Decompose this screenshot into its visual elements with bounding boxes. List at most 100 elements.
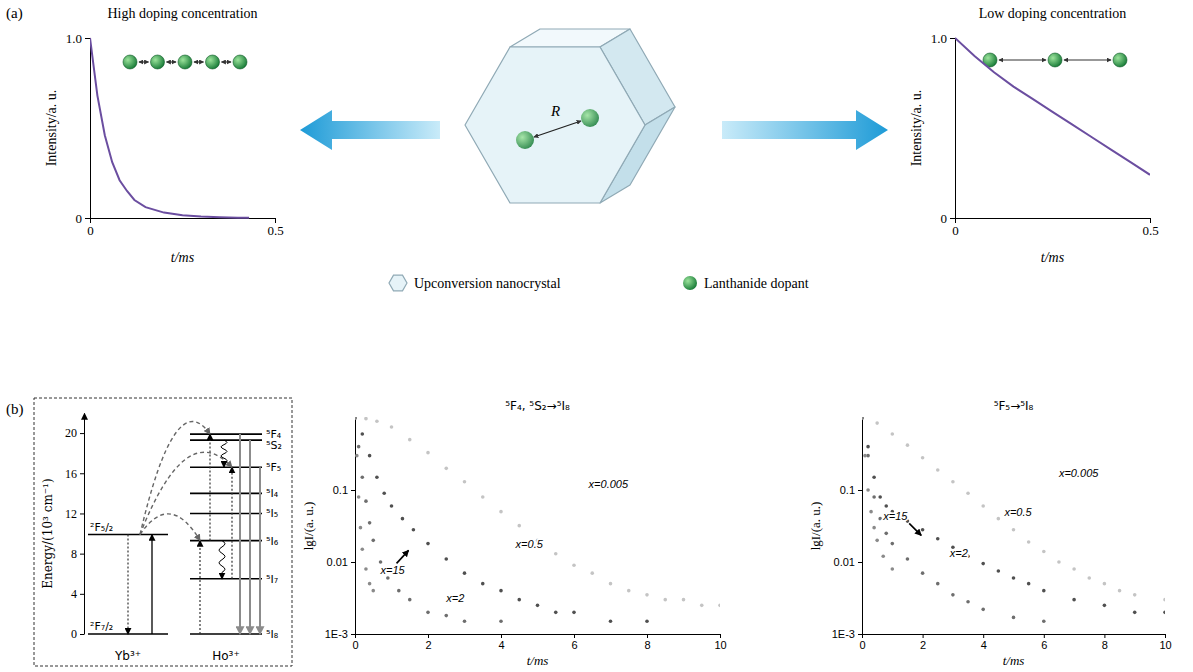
data-point xyxy=(463,620,467,624)
data-point xyxy=(386,576,390,580)
energy-level xyxy=(190,578,262,580)
level-label: ⁵I₇ xyxy=(266,573,278,586)
data-point xyxy=(361,476,365,480)
tick-label: 4 xyxy=(71,587,77,601)
tick-label: 0.1 xyxy=(333,484,348,496)
x-axis: 00.5 xyxy=(952,218,1158,238)
tick: 2 xyxy=(920,634,926,651)
data-point xyxy=(936,468,940,472)
data-point xyxy=(862,417,864,420)
data-point xyxy=(364,567,368,571)
series-label: x=2 xyxy=(445,592,464,604)
tick-label: 0 xyxy=(859,639,865,651)
y-axis-line xyxy=(862,419,863,635)
x-axis-line xyxy=(956,218,1151,219)
x-axis-line xyxy=(863,634,1166,635)
data-point xyxy=(1163,598,1165,602)
level-label: ⁵I₄ xyxy=(266,487,279,500)
tick-label: 0.01 xyxy=(834,556,855,568)
absorption-arrow xyxy=(151,535,152,634)
y-axis-title: Intensity/a. u. xyxy=(909,90,924,167)
data-point xyxy=(499,589,503,593)
tick-mark xyxy=(80,433,84,434)
data-point xyxy=(700,604,704,608)
series-points xyxy=(862,417,1165,601)
tick: 4 xyxy=(981,634,987,651)
tick-label: 0.5 xyxy=(1142,223,1158,238)
emission-arrow xyxy=(239,434,241,634)
data-point xyxy=(426,451,430,455)
data-point xyxy=(891,567,895,571)
data-point xyxy=(554,552,558,556)
series-points xyxy=(355,417,503,623)
y-axis-line xyxy=(355,419,356,635)
tick-label: 4 xyxy=(981,639,987,651)
data-point xyxy=(891,432,895,436)
tick: 0.5 xyxy=(1142,218,1158,238)
y-axis: 1E-30.010.1 xyxy=(832,419,863,641)
data-point xyxy=(872,495,876,499)
data-point xyxy=(1087,576,1091,580)
tick-mark xyxy=(862,634,863,638)
data-point xyxy=(906,443,910,447)
nonradiative-arrow xyxy=(219,541,225,579)
legend-symbol xyxy=(683,276,697,290)
tick-mark xyxy=(428,634,429,638)
series-points xyxy=(862,417,1165,614)
tick: 10 xyxy=(714,634,726,651)
tick-label: 1E-3 xyxy=(325,628,348,640)
label-arrow xyxy=(909,523,921,535)
energy-level xyxy=(190,513,262,515)
tick: 1E-3 xyxy=(832,628,862,640)
data-point xyxy=(355,417,357,420)
data-point xyxy=(878,495,882,499)
tick-mark xyxy=(1104,634,1105,638)
plot-marks xyxy=(955,38,1150,175)
tick: 16 xyxy=(65,467,84,481)
data-point xyxy=(863,454,867,458)
nanocrystal-illustration xyxy=(300,29,888,203)
energy-transfer-arc xyxy=(140,422,210,535)
energy-level xyxy=(190,466,262,468)
data-point xyxy=(1012,576,1016,580)
tick-label: 1.0 xyxy=(931,31,947,46)
data-point xyxy=(355,417,357,420)
label-arrow xyxy=(397,550,409,563)
x-axis-title: t/ms xyxy=(527,653,549,668)
chain-arrow xyxy=(139,61,149,62)
legend-symbol xyxy=(389,275,407,291)
tick: 0 xyxy=(952,218,959,238)
tick: 12 xyxy=(65,507,84,521)
emission-arrow xyxy=(249,440,251,634)
tick-mark xyxy=(923,634,924,638)
data-point xyxy=(355,454,359,458)
chart-title: High doping concentration xyxy=(107,6,257,21)
chart-title: ⁵F₄, ⁵S₂→⁵I₈ xyxy=(505,399,570,413)
tick-label: 0.01 xyxy=(327,556,348,568)
tick: 4 xyxy=(71,587,84,601)
plot-marks xyxy=(862,417,1165,623)
data-point xyxy=(1012,528,1016,532)
data-point xyxy=(390,504,394,508)
series-points xyxy=(355,417,649,623)
data-point xyxy=(1133,593,1137,597)
chain-arrow xyxy=(999,59,1046,60)
dopant-dot xyxy=(178,55,192,69)
tick-label: 12 xyxy=(65,507,77,521)
tick-mark xyxy=(950,218,955,219)
data-point xyxy=(463,480,467,484)
tick-label: 2 xyxy=(920,639,926,651)
data-point xyxy=(364,499,368,503)
tick-mark xyxy=(355,634,356,638)
chain-arrow xyxy=(167,61,177,62)
data-point xyxy=(371,589,375,593)
tick-label: 0 xyxy=(87,223,94,238)
tick-mark xyxy=(80,554,84,555)
tick-mark xyxy=(501,634,502,638)
data-point xyxy=(1133,611,1137,615)
tick: 0.01 xyxy=(834,556,862,568)
data-point xyxy=(609,582,613,586)
data-point xyxy=(554,611,558,615)
series-label: x=0.5 xyxy=(515,538,544,550)
x-axis-title: t/ms xyxy=(1003,653,1025,668)
